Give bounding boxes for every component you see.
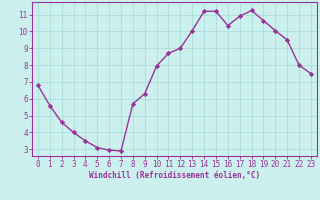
X-axis label: Windchill (Refroidissement éolien,°C): Windchill (Refroidissement éolien,°C) <box>89 171 260 180</box>
